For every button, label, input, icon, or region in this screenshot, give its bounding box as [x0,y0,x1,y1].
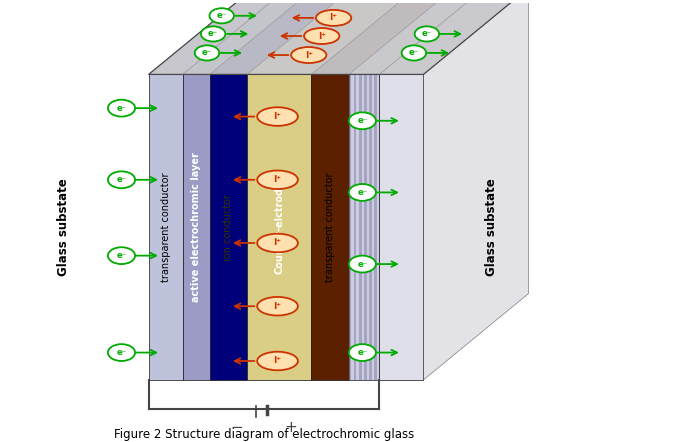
Text: e⁻: e⁻ [116,103,127,113]
Ellipse shape [257,171,298,189]
Bar [311,74,349,380]
Circle shape [108,100,135,117]
Bar [364,74,367,380]
Ellipse shape [257,234,298,252]
Text: e⁻: e⁻ [409,49,419,57]
Polygon shape [311,0,454,74]
Ellipse shape [257,107,298,126]
Text: e⁻: e⁻ [357,259,367,269]
Circle shape [349,112,376,129]
Bar [148,74,183,380]
Text: e⁻: e⁻ [217,11,226,20]
Bar [374,74,377,380]
Text: I⁺: I⁺ [330,13,338,23]
Circle shape [349,255,376,273]
Circle shape [201,27,225,42]
Polygon shape [148,0,529,74]
Bar [210,74,247,380]
Circle shape [195,46,219,61]
Bar [371,74,374,380]
Text: transparent conductor: transparent conductor [325,172,335,282]
Text: Counter-elctrode: Counter-elctrode [274,180,285,274]
Circle shape [402,46,426,61]
Text: Glass substate: Glass substate [57,178,70,276]
Bar [359,74,362,380]
Ellipse shape [257,352,298,370]
Text: ion conductor: ion conductor [224,194,233,261]
Text: transparent conductor: transparent conductor [161,172,170,282]
Polygon shape [247,0,417,74]
Circle shape [349,184,376,201]
Ellipse shape [304,28,339,44]
Ellipse shape [257,297,298,316]
Text: e⁻: e⁻ [357,188,367,197]
Bar [354,74,356,380]
Text: e⁻: e⁻ [116,175,127,184]
Bar [362,74,364,380]
Text: I⁺: I⁺ [274,302,282,311]
Text: Figure 2 Structure diagram of electrochromic glass: Figure 2 Structure diagram of electrochr… [114,428,414,441]
Polygon shape [183,0,315,74]
Bar [369,74,371,380]
Polygon shape [210,0,352,74]
Polygon shape [380,0,529,74]
Bar [349,74,352,380]
Text: I⁺: I⁺ [317,31,326,41]
Text: I⁺: I⁺ [274,175,282,184]
Circle shape [108,247,135,264]
Polygon shape [148,0,288,74]
Text: −: − [231,419,244,434]
Bar [183,74,210,380]
Bar [367,74,369,380]
Text: I⁺: I⁺ [274,112,282,121]
Text: e⁻: e⁻ [208,30,218,38]
Text: Glass substate: Glass substate [485,178,498,276]
Bar [380,74,423,380]
Circle shape [108,171,135,188]
Text: e⁻: e⁻ [116,251,127,260]
Text: +: + [285,419,298,434]
Text: e⁻: e⁻ [357,116,367,125]
Bar [352,74,354,380]
Polygon shape [349,0,484,74]
Text: e⁻: e⁻ [357,348,367,357]
Text: e⁻: e⁻ [116,348,127,357]
Bar [356,74,359,380]
Polygon shape [423,0,529,380]
Text: active electrochromic layer: active electrochromic layer [191,152,201,302]
Circle shape [209,8,234,23]
Ellipse shape [291,47,326,63]
Text: e⁻: e⁻ [422,30,432,38]
Bar [377,74,380,380]
Circle shape [415,27,439,42]
Ellipse shape [316,10,352,26]
Text: e⁻: e⁻ [202,49,212,57]
Text: I⁺: I⁺ [274,239,282,248]
Text: I⁺: I⁺ [274,357,282,366]
Circle shape [349,344,376,361]
Bar [247,74,311,380]
Bar [349,74,380,380]
Circle shape [108,344,135,361]
Text: I⁺: I⁺ [305,50,313,60]
